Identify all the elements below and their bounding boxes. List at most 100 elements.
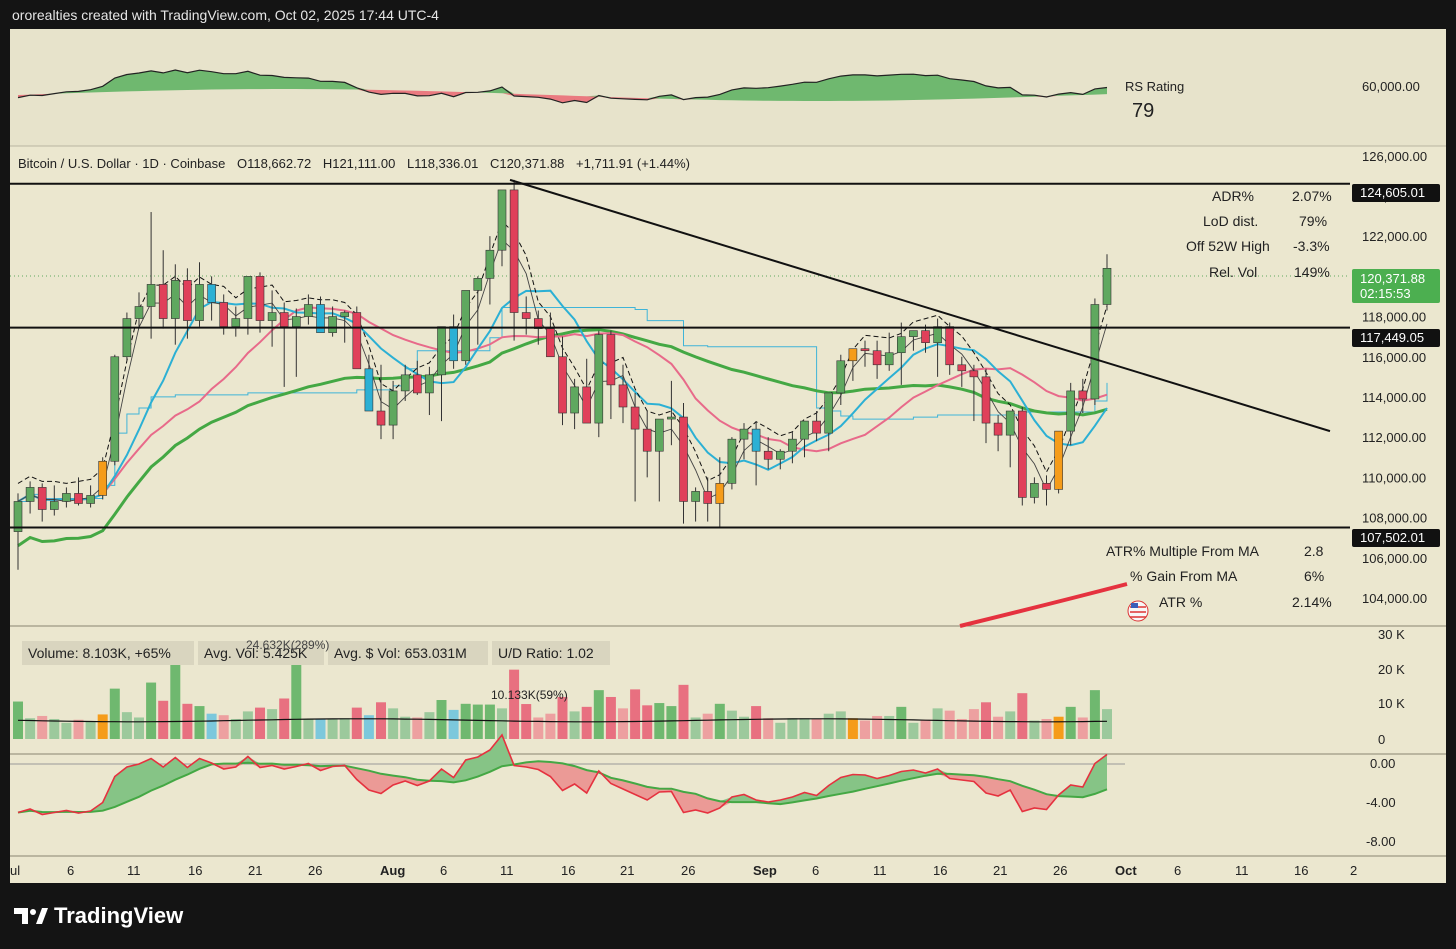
- volume-bar: [73, 719, 84, 739]
- candle-body: [872, 350, 882, 366]
- volume-bar: [412, 717, 423, 739]
- candle-body: [449, 326, 458, 362]
- svg-text:20 K: 20 K: [1378, 662, 1405, 677]
- candle-body: [763, 450, 773, 460]
- stat-label: % Gain From MA: [1130, 568, 1238, 584]
- volume-bar: [533, 717, 544, 739]
- candle-body: [497, 189, 507, 251]
- price-tick-label: 112,000.00: [1362, 430, 1426, 445]
- symbol-change: +1,711.91 (+1.44%): [576, 156, 690, 171]
- time-axis: ul 6 11 16 21 26 Aug 6 11 16 21 26 Sep 6 11 16 21 26 Oct 6 1…: [10, 863, 1357, 878]
- stat-value: 6%: [1304, 568, 1324, 584]
- step-line: [18, 307, 1108, 502]
- time-tick-label: ul: [10, 863, 20, 878]
- volume-bar: [763, 718, 774, 739]
- mid-price-text: 117,449.05: [1360, 330, 1424, 345]
- candle-body: [751, 428, 761, 452]
- volume-bar: [279, 698, 290, 739]
- candle-body: [642, 428, 652, 452]
- volume-bar: [218, 715, 229, 739]
- candle-body: [703, 491, 713, 504]
- volume-bar: [1077, 717, 1088, 739]
- candle-body: [231, 318, 241, 327]
- last-price-text: 120,371.88: [1360, 271, 1425, 286]
- symbol-high: H121,111.00: [323, 156, 396, 171]
- candle-body: [1078, 390, 1088, 400]
- us-flag-icon-canton: [1131, 603, 1138, 608]
- tradingview-icon: [14, 908, 48, 924]
- chart-svg[interactable]: RS Rating 79 60,000.00 Bitcoin / U.S. Do…: [10, 29, 1446, 883]
- candle-body: [606, 334, 616, 386]
- candle-body: [933, 326, 942, 343]
- candle-body: [860, 348, 870, 352]
- candle-body: [969, 370, 979, 378]
- volume-bar: [993, 716, 1004, 739]
- candle-body: [775, 450, 785, 460]
- volume-bar: [230, 718, 241, 739]
- chart-canvas[interactable]: RS Rating 79 60,000.00 Bitcoin / U.S. Do…: [10, 29, 1446, 883]
- volume-bar: [605, 696, 616, 739]
- candle-body: [691, 491, 700, 502]
- time-tick-label: 16: [561, 863, 575, 878]
- candlestick-series[interactable]: [13, 179, 1112, 570]
- candle-body: [400, 374, 410, 392]
- candle-body: [461, 290, 471, 362]
- time-tick-label: 11: [1235, 863, 1249, 878]
- time-tick-label: 16: [1294, 863, 1308, 878]
- candle-body: [921, 330, 930, 343]
- volume-info-boxes: Volume: 8.103K, +65% Avg. Vol: 5.425K Av…: [22, 638, 610, 702]
- time-tick-label: Oct: [1115, 863, 1137, 878]
- candle-body: [195, 284, 204, 321]
- volume-bar: [1089, 690, 1100, 739]
- time-tick-label: 6: [1174, 863, 1181, 878]
- brand-name: TradingView: [54, 903, 184, 928]
- trendline[interactable]: [509, 178, 1331, 433]
- candle-body: [1005, 410, 1015, 436]
- volume-bar: [968, 709, 979, 739]
- avg-dollar-vol-text: Avg. $ Vol: 653.031M: [334, 645, 467, 661]
- volume-bar: [593, 690, 604, 739]
- candle-body: [981, 376, 991, 424]
- time-tick-label: 16: [188, 863, 202, 878]
- volume-bar: [49, 718, 60, 739]
- candle-body: [957, 364, 967, 372]
- symbol-open: O118,662.72: [237, 156, 311, 171]
- candle-body: [1054, 430, 1063, 490]
- resistance-price-tag: [1352, 184, 1440, 202]
- candle-body: [800, 420, 809, 440]
- ma-50-line: [17, 328, 1108, 547]
- candle-body: [509, 189, 519, 313]
- candle-body: [304, 304, 313, 317]
- price-tick-label: 116,000.00: [1362, 350, 1426, 365]
- stat-label: Rel. Vol: [1209, 264, 1257, 280]
- candle-body: [376, 410, 386, 426]
- price-tick-label: 122,000.00: [1362, 229, 1427, 244]
- candle-body: [848, 348, 858, 362]
- time-tick-label: 21: [993, 863, 1007, 878]
- chart-credit: ororealties created with TradingView.com…: [12, 7, 439, 23]
- volume-bar: [206, 713, 217, 739]
- volume-bar: [678, 684, 689, 739]
- info-box: [492, 641, 610, 665]
- time-tick-label: 6: [812, 863, 819, 878]
- mid-price-tag: [1352, 329, 1440, 347]
- candle-body: [836, 360, 846, 394]
- volume-bar: [956, 718, 967, 739]
- candle-body: [521, 312, 531, 319]
- volume-bar: [255, 707, 265, 739]
- support-price-tag: [1352, 529, 1440, 547]
- candle-body: [896, 336, 906, 354]
- volume-bar: [799, 718, 810, 739]
- volume-bar: [557, 696, 568, 739]
- stat-label: LoD dist.: [1203, 213, 1258, 229]
- volume-bar: [908, 722, 919, 739]
- candle-body: [134, 306, 144, 319]
- rs-rating-label: RS Rating: [1125, 79, 1184, 94]
- ma-21-line: [17, 306, 1108, 503]
- volume-bar: [13, 701, 23, 739]
- candle-body: [352, 312, 362, 370]
- volume-bar: [460, 703, 471, 739]
- candle-body: [618, 384, 628, 408]
- candle-body: [219, 302, 228, 327]
- volume-bar: [847, 718, 858, 739]
